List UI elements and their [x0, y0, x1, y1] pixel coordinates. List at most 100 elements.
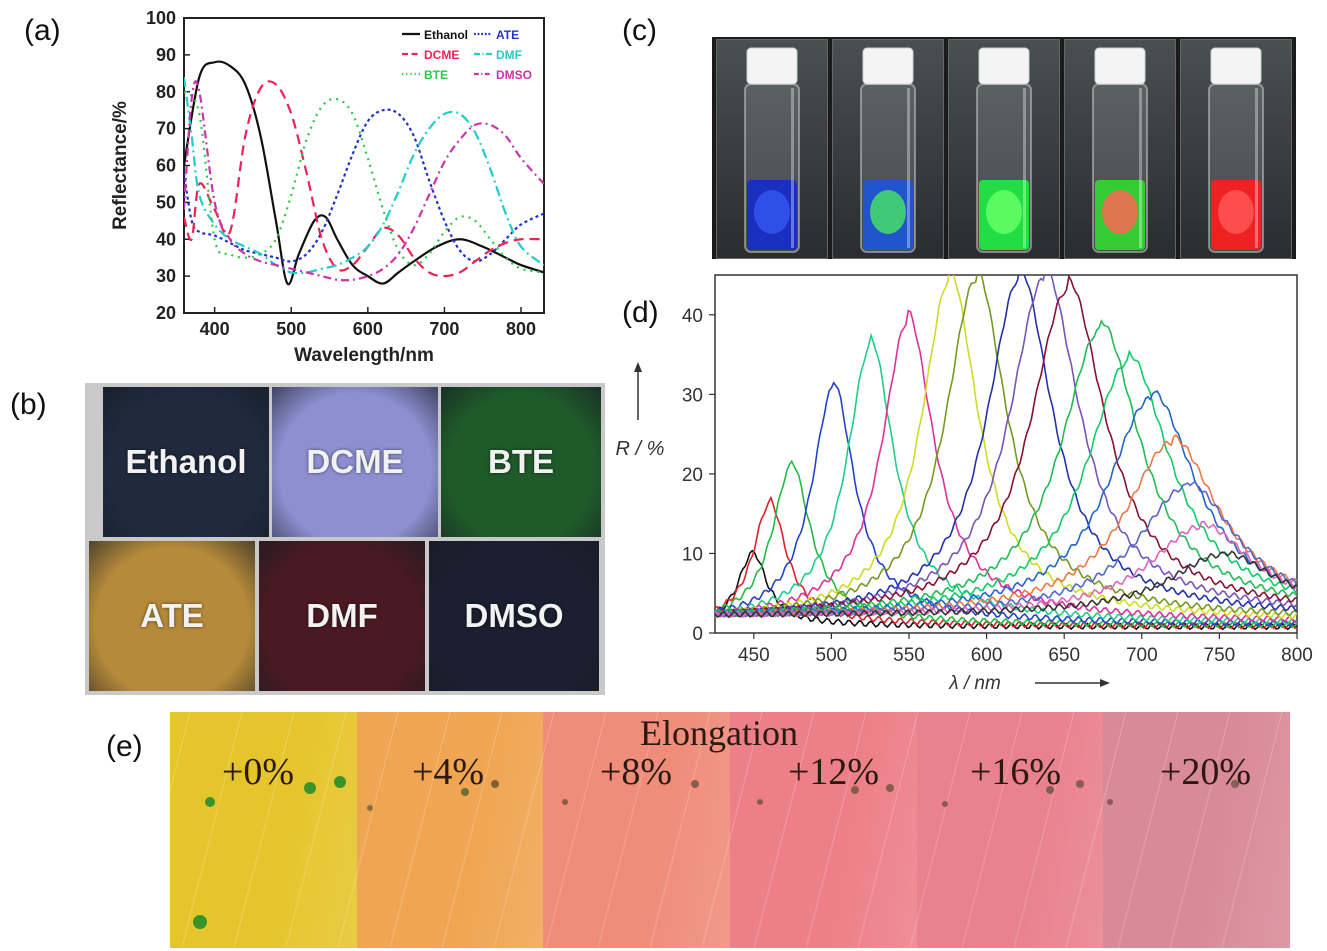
spectrum-line	[715, 319, 1297, 617]
vial-highlight	[1255, 88, 1258, 248]
tile-label: Ethanol	[125, 443, 247, 480]
texture-streak	[649, 712, 711, 948]
defect-dot	[691, 780, 699, 788]
vial-drawing	[1208, 47, 1264, 253]
tile-dmf: DMF	[259, 541, 425, 691]
texture-streak	[909, 712, 971, 948]
tile-label: ATE	[140, 597, 204, 634]
texture-streak	[1065, 712, 1127, 948]
vial-reflection	[986, 190, 1022, 234]
panel-c-vials	[712, 37, 1296, 259]
tile-dcme: DCME	[272, 387, 438, 537]
texture-streak	[805, 712, 867, 948]
texture-streak	[1221, 712, 1283, 948]
spectrum-line	[715, 275, 1297, 617]
x-tick-label: 600	[353, 319, 383, 339]
texture-streak	[389, 712, 451, 948]
vial-cap	[1210, 47, 1262, 85]
y-tick-label: 0	[692, 624, 703, 645]
y-axis-arrowhead	[634, 362, 642, 372]
legend-label: Ethanol	[424, 28, 468, 42]
elongation-title: Elongation	[640, 713, 798, 753]
vial-photo	[1180, 39, 1292, 259]
texture-streak	[857, 712, 919, 948]
elongation-segment	[1103, 712, 1290, 948]
y-tick-label: 100	[146, 10, 176, 28]
legend-label: ATE	[496, 28, 519, 42]
defect-dot	[1107, 799, 1113, 805]
x-tick-label: 550	[893, 645, 925, 666]
texture-streak	[337, 712, 399, 948]
vial-drawing	[744, 47, 800, 253]
reflectance-chart-a: 400 500 600 700 800 20 30 40 50 60 70 80 90 100 Wavele…	[110, 10, 545, 366]
vial-drawing	[860, 47, 916, 253]
spectrum-line	[715, 390, 1297, 618]
defect-dot	[1231, 780, 1239, 788]
x-tick-label: 750	[1204, 645, 1236, 666]
x-axis-label: λ / nm	[948, 673, 1001, 694]
series-line-bte	[184, 90, 544, 274]
defect-dot	[193, 915, 207, 929]
texture-streak	[545, 712, 607, 948]
spectrum-line	[715, 550, 1297, 619]
y-tick-label: 40	[156, 229, 176, 249]
vial-photo	[832, 39, 944, 259]
elongation-label: +4%	[412, 751, 485, 793]
y-axis-label: Reflectance/%	[110, 101, 131, 230]
series-line-dmf	[184, 76, 544, 275]
vial-cap	[746, 47, 798, 85]
texture-streak	[1169, 712, 1231, 948]
defect-dot	[367, 805, 373, 811]
panel-label-e: (e)	[106, 730, 143, 763]
y-tick-label: 30	[682, 385, 703, 406]
y-tick-label: 50	[156, 192, 176, 212]
vial-reflection	[1102, 190, 1138, 234]
tile-bte: BTE	[441, 387, 601, 537]
tile-dmso: DMSO	[429, 541, 599, 691]
tile-label: DMF	[306, 597, 378, 634]
y-tick-label: 30	[156, 266, 176, 286]
plot-frame	[183, 17, 545, 314]
spectrum-line	[715, 275, 1297, 620]
elongation-segment	[543, 712, 731, 948]
vial-cap	[978, 47, 1030, 85]
spectrum-line	[715, 275, 1297, 618]
elongation-texture	[170, 712, 1283, 948]
panel-e-elongation-strip: Elongation +0% +4% +8% +12% +16% +20%	[170, 712, 1290, 948]
y-tick-label: 20	[682, 465, 703, 486]
tile-ethanol: Ethanol	[103, 387, 269, 537]
vial-highlight	[907, 88, 910, 248]
y-tick-label: 40	[682, 306, 703, 327]
tile-ate: ATE	[89, 541, 255, 691]
texture-streak	[285, 712, 347, 948]
panel-b-photo: Ethanol DCME BTE ATE DMF DMSO	[85, 383, 605, 695]
vial-drawing	[976, 47, 1032, 253]
legend-label: DMF	[496, 48, 522, 62]
texture-streak	[701, 712, 763, 948]
texture-streak	[170, 712, 191, 794]
vial-highlight	[791, 88, 794, 248]
vial-reflection	[754, 190, 790, 234]
texture-streak	[597, 712, 659, 948]
vial-cap	[1094, 47, 1146, 85]
defect-dot	[491, 780, 499, 788]
legend-label: DCME	[424, 48, 459, 62]
x-axis-arrowhead	[1100, 679, 1110, 687]
defect-dot	[461, 788, 469, 796]
y-tick-label: 20	[156, 303, 176, 323]
x-tick-label: 450	[738, 645, 770, 666]
tile-label: DCME	[306, 443, 404, 480]
elongation-label: +0%	[222, 751, 295, 793]
legend-label: BTE	[424, 68, 448, 82]
defect-dot	[757, 799, 763, 805]
vial-drawing	[1092, 47, 1148, 253]
elongation-label: +16%	[970, 751, 1062, 793]
tile-label: BTE	[488, 443, 554, 480]
x-tick-label: 500	[816, 645, 848, 666]
spectrum-line	[715, 275, 1297, 617]
vial-photo	[716, 39, 828, 259]
texture-streak	[441, 712, 503, 948]
vial-highlight	[1023, 88, 1026, 248]
y-axis-label: R / %	[616, 438, 665, 460]
series-line-dmso	[184, 80, 544, 282]
